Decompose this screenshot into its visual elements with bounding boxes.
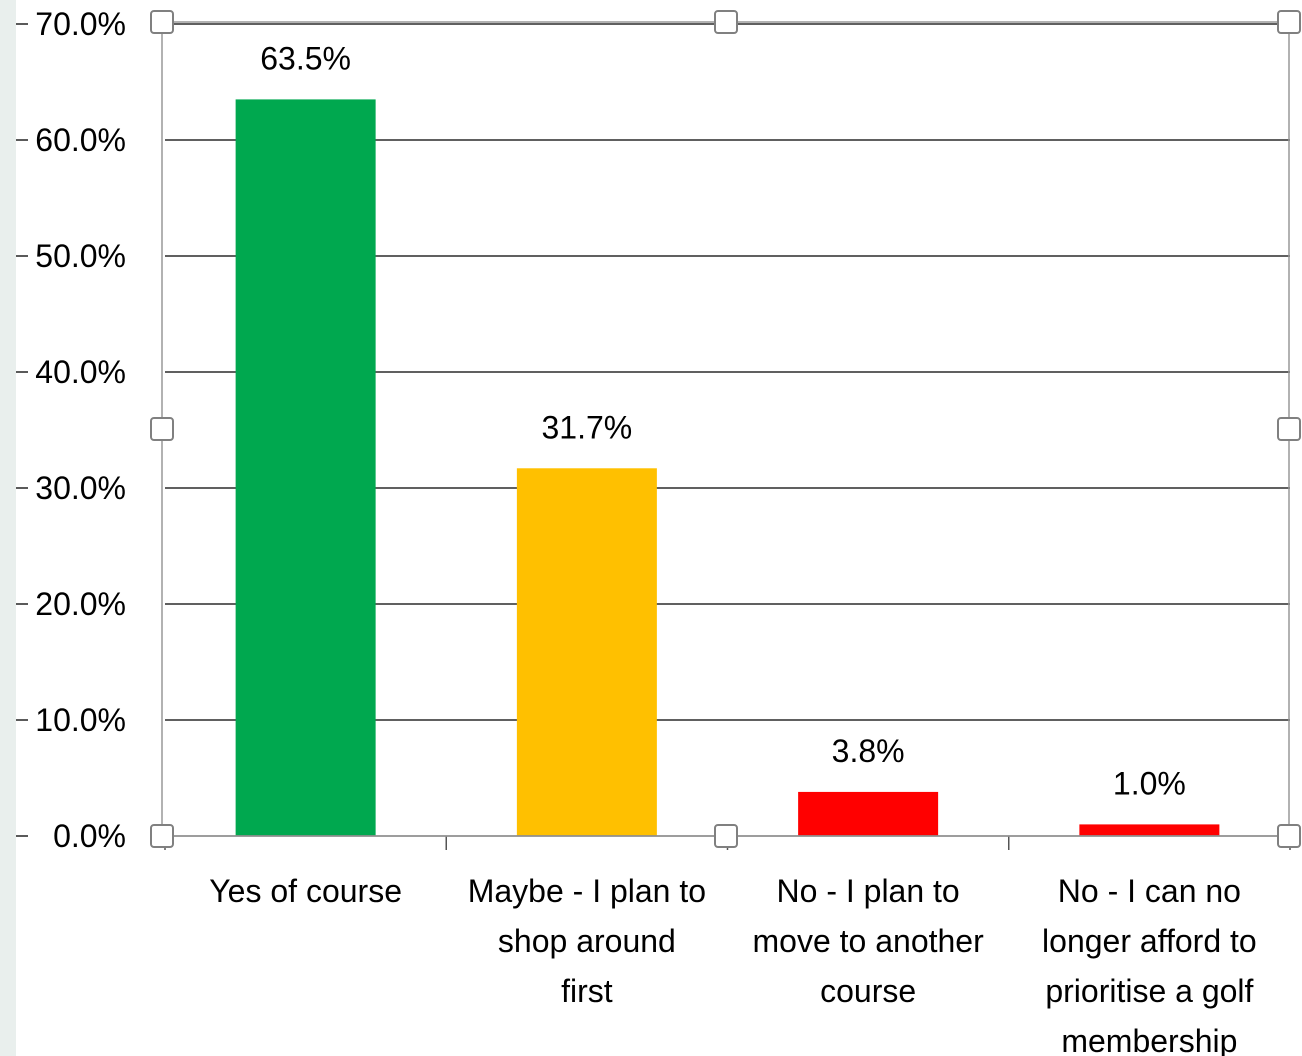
y-tick-label: 40.0%	[35, 354, 126, 390]
bars	[235, 99, 1220, 836]
gridlines	[165, 23, 1290, 721]
y-tick-label: 10.0%	[35, 702, 126, 738]
bar[interactable]	[798, 791, 939, 836]
bar[interactable]	[516, 468, 657, 836]
data-labels: 63.5% 31.7% 3.8% 1.0%	[260, 40, 1186, 801]
x-category-label: Maybe - I plan to shop around first	[468, 873, 706, 1009]
y-axis-tick-labels: 0.0% 10.0% 20.0% 30.0% 40.0% 50.0% 60.0% 70.0%	[16, 6, 126, 854]
y-tick-label: 60.0%	[35, 122, 126, 158]
x-category-label: No - I plan to move to another course	[753, 873, 985, 1009]
resize-handle[interactable]	[1277, 824, 1301, 848]
y-tick-label: 50.0%	[35, 238, 126, 274]
selection-handles[interactable]	[150, 10, 1301, 848]
resize-handle[interactable]	[714, 824, 738, 848]
y-tick-label: 20.0%	[35, 586, 126, 622]
bar[interactable]	[235, 99, 376, 836]
data-label: 1.0%	[1113, 765, 1186, 801]
data-label: 3.8%	[832, 733, 905, 769]
left-edge-strip	[0, 0, 16, 1056]
resize-handle[interactable]	[1277, 10, 1301, 34]
data-label: 31.7%	[542, 409, 633, 445]
resize-handle[interactable]	[150, 10, 174, 34]
resize-handle[interactable]	[150, 824, 174, 848]
y-tick-label: 30.0%	[35, 470, 126, 506]
x-category-label: Yes of course	[209, 873, 402, 909]
bar[interactable]	[1079, 824, 1220, 836]
y-tick-label: 70.0%	[35, 6, 126, 42]
x-axis-category-labels: Yes of course Maybe - I plan to shop aroun…	[209, 873, 1256, 1056]
data-label: 63.5%	[260, 40, 351, 76]
resize-handle[interactable]	[714, 10, 738, 34]
resize-handle[interactable]	[150, 417, 174, 441]
y-tick-label: 0.0%	[53, 818, 126, 854]
x-category-label: No - I can no longer afford to prioritise …	[1042, 873, 1257, 1056]
resize-handle[interactable]	[1277, 417, 1301, 441]
